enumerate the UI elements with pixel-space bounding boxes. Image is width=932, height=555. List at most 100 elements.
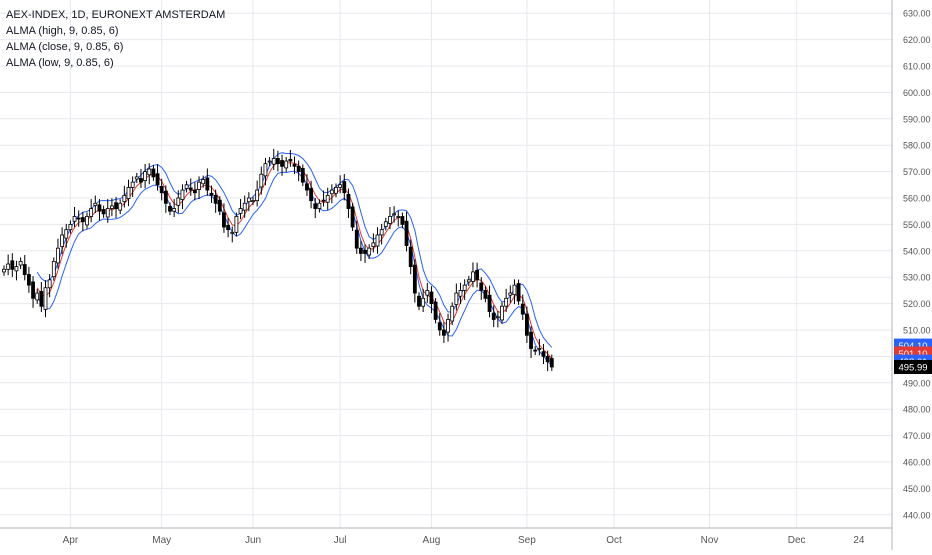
candle [338,184,343,188]
y-tick-label: 560.00 [903,194,931,204]
candle [72,216,77,222]
candle [26,274,31,286]
alma-close-line [36,161,553,360]
candle [358,247,363,254]
candle [155,173,160,186]
candle [39,291,44,307]
candle [454,292,459,306]
candle [321,199,326,202]
candle [213,194,218,204]
x-tick-label: May [152,535,171,546]
legend-alma-low: ALMA (low, 9, 0.85, 6) [6,57,114,69]
candle [288,159,293,162]
legend: AEX-INDEX, 1D, EURONEXT AMSTERDAM ALMA (… [6,7,225,71]
x-tick-label: Jul [334,535,347,546]
candle [404,220,409,246]
candle [500,305,504,321]
price-badge [894,359,932,374]
price-badge-label: 501.10 [898,349,927,360]
candle [60,234,64,247]
candle [541,351,546,357]
candle [329,189,334,195]
candle [134,176,139,180]
candle [97,204,102,212]
candle [122,194,127,203]
candle [483,289,488,299]
candle [350,206,355,228]
candle [180,189,185,200]
candle [396,216,401,218]
y-tick-label: 470.00 [903,431,931,441]
candle [114,202,118,209]
candle [110,205,114,209]
candle [313,203,318,209]
candle [475,269,480,281]
candle [437,322,442,331]
y-tick-label: 480.00 [903,405,931,415]
candle [31,281,35,299]
candle [421,297,426,307]
candle [487,294,492,312]
candle [238,208,243,214]
candle [68,223,73,231]
candle [143,171,148,181]
candle [226,225,231,231]
candle [10,260,15,270]
price-badge-label: 495.99 [898,362,927,373]
candle [300,168,305,183]
y-tick-label: 540.00 [903,246,931,256]
x-tick-label: 24 [853,535,865,546]
y-tick-label: 550.00 [903,220,931,230]
candle [491,312,496,320]
candle [371,242,376,247]
candle [495,316,500,319]
candle [197,181,201,190]
candle [309,188,314,202]
candle [446,319,450,333]
candle [242,202,247,211]
candle [47,279,52,289]
x-tick-label: Apr [63,535,79,546]
candle [147,168,152,176]
candle [85,216,89,226]
candle [209,192,214,196]
y-tick-label: 530.00 [903,273,931,283]
candle [367,247,372,256]
y-tick-label: 570.00 [903,167,931,177]
candle [105,208,110,218]
candle [520,303,525,315]
candle [151,168,156,178]
candle [159,185,164,194]
candle [537,348,542,350]
candle [217,199,222,212]
y-tick-label: 620.00 [903,35,931,45]
y-tick-label: 610.00 [903,62,931,72]
y-tick-label: 600.00 [903,88,931,98]
candle [533,349,538,352]
y-tick-label: 580.00 [903,141,931,151]
candle [383,221,388,227]
candle [504,297,509,307]
candle [126,187,131,199]
x-tick-label: Sep [518,535,536,546]
x-tick-label: Oct [606,535,622,546]
candle [363,249,367,254]
candles [2,148,554,372]
candle [18,260,23,266]
x-tick-label: Dec [788,535,806,546]
candle [22,264,27,275]
candle [2,268,6,273]
candle [408,246,413,268]
candle [234,216,239,233]
candle [325,194,330,203]
candle [512,284,517,296]
candle [93,202,98,206]
candle [354,229,359,249]
legend-symbol: AEX-INDEX, 1D, EURONEXT AMSTERDAM [6,9,226,21]
candle [296,165,301,173]
candle [267,160,272,163]
candle [101,209,106,215]
candle [271,157,276,165]
